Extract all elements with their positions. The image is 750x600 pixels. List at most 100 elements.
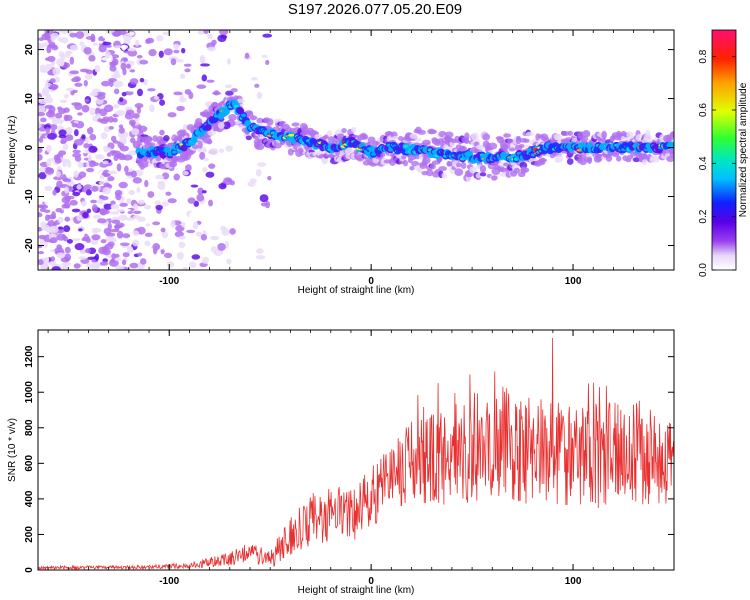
snr-xtick-label: -100	[159, 576, 179, 587]
spectrogram-noise-blob	[54, 157, 62, 164]
spectrogram-noise-blob	[225, 198, 235, 206]
spectrogram-halo-blob	[456, 162, 462, 168]
spectrogram-noise-blob	[109, 150, 118, 155]
spectrogram-noise-blob	[114, 189, 123, 197]
spectrogram-ridge-blob	[204, 123, 212, 131]
spectrogram-noise-blob	[61, 262, 67, 267]
spectrogram-noise-blob	[49, 237, 58, 244]
spectrogram-noise-blob	[48, 260, 57, 266]
spectrogram-noise-blob	[225, 84, 233, 89]
spectrogram-noise-blob	[197, 187, 204, 195]
spectrogram-noise-blob	[77, 112, 83, 116]
snr-ytick-label: 0	[24, 567, 35, 573]
colorbar-ticks: 0.0 0.2 0.4 0.6 0.8	[698, 49, 736, 277]
spectrogram-noise-blob	[107, 241, 115, 247]
spectrogram-noise-blob	[47, 55, 56, 62]
spectrogram-halo-blob	[202, 136, 212, 144]
spectrogram-halo-blob	[601, 130, 607, 139]
spectrogram-noise-blob	[69, 70, 79, 75]
spectrogram-noise-blob	[201, 74, 208, 82]
spectrogram-halo-blob	[469, 166, 478, 174]
spectrogram-halo-blob	[605, 154, 613, 162]
spectrogram-noise-blob	[110, 228, 120, 233]
spectrogram-noise-blob	[57, 226, 64, 230]
spectrogram-noise-blob	[44, 166, 52, 173]
spectrogram-noise-blob	[139, 59, 149, 65]
spectrogram-noise-blob	[143, 204, 152, 210]
spectrogram-noise-blob	[127, 150, 138, 156]
spectrogram-noise-blob	[55, 58, 65, 67]
spectrogram-noise-blob	[267, 175, 272, 181]
snr-ytick-label: 1200	[24, 345, 35, 368]
spectrogram-halo-blob	[491, 175, 498, 181]
spectrogram-ytick-label: 0	[24, 144, 35, 150]
spectrogram-halo-blob	[611, 151, 620, 156]
spectrogram-noise-blob	[162, 31, 170, 36]
spectrogram-noise-blob	[159, 99, 166, 106]
spectrogram-halo-blob	[519, 161, 528, 169]
spectrogram-noise-blob	[72, 152, 82, 158]
spectrogram-noise-blob	[128, 119, 136, 126]
spectrogram-noise-blob	[181, 47, 186, 54]
spectrogram-halo-blob	[341, 128, 347, 134]
spectrogram-noise-blob	[109, 211, 120, 215]
spectrogram-noise-blob	[61, 30, 68, 35]
spectrogram-noise-blob	[94, 65, 101, 73]
colorbar-tick-label: 0.6	[698, 103, 709, 117]
spectrogram-noise-blob	[111, 219, 121, 224]
spectrogram-noise-blob	[83, 184, 93, 190]
spectrogram-noise-blob	[155, 204, 163, 211]
spectrogram-noise-blob	[121, 91, 127, 97]
spectrogram-noise-blob	[144, 179, 149, 188]
spectrogram-noise-blob	[72, 89, 78, 94]
spectrogram-noise-blob	[118, 214, 128, 221]
spectrogram-noise-blob	[265, 200, 271, 209]
spectrogram-noise-blob	[178, 241, 186, 249]
spectrogram-noise-blob	[72, 149, 82, 154]
spectrogram-noise-blob	[176, 252, 184, 260]
spectrogram-noise-blob	[115, 222, 125, 228]
spectrogram-noise-blob	[56, 233, 67, 241]
spectrogram-halo-blob	[566, 158, 574, 165]
spectrogram-noise-blob	[61, 196, 71, 204]
spectrogram-noise-blob	[100, 132, 108, 140]
spectrogram-noise-blob	[86, 126, 94, 135]
spectrogram-noise-blob	[102, 160, 109, 165]
spectrogram-noise-blob	[202, 157, 209, 161]
spectrogram-noise-blob	[65, 87, 74, 92]
spectrogram-noise-blob	[104, 51, 111, 59]
spectrogram-noise-blob	[62, 143, 69, 151]
spectrogram-noise-blob	[63, 107, 70, 113]
spectrogram-noise-blob	[127, 49, 138, 57]
spectrogram-noise-blob	[190, 184, 199, 188]
spectrogram-halo-blob	[542, 136, 550, 143]
spectrogram-noise-blob	[201, 256, 210, 264]
spectrogram-noise-blob	[111, 117, 118, 123]
spectrogram-noise-blob	[139, 258, 147, 265]
spectrogram-noise-blob	[173, 173, 180, 181]
spectrogram-noise-blob	[44, 63, 54, 70]
spectrogram-halo-blob	[513, 167, 521, 174]
spectrogram-halo-blob	[139, 163, 145, 170]
spectrogram-noise-blob	[79, 41, 85, 47]
spectrogram-noise-blob	[88, 160, 96, 168]
spectrogram-halo-blob	[641, 159, 648, 165]
spectrogram-noise-blob	[201, 190, 207, 194]
spectrogram-noise-blob	[76, 214, 83, 222]
spectrogram-halo-blob	[415, 137, 422, 142]
spectrogram-noise-blob	[109, 79, 114, 88]
spectrogram-halo-blob	[438, 166, 447, 172]
spectrogram-noise-blob	[257, 162, 267, 167]
spectrogram-noise-blob	[132, 113, 140, 119]
spectrogram-noise-blob	[59, 75, 66, 81]
spectrogram-noise-blob	[186, 229, 196, 234]
spectrogram-halo-blob	[488, 142, 498, 150]
spectrogram-noise-blob	[39, 207, 47, 213]
spectrogram-noise-blob	[113, 104, 120, 109]
snr-xtick-label: 0	[368, 576, 374, 587]
spectrogram-halo-blob	[230, 88, 238, 93]
spectrogram-noise-blob	[40, 117, 47, 123]
spectrogram-noise-blob	[104, 44, 112, 48]
spectrogram-noise-blob	[103, 203, 113, 210]
